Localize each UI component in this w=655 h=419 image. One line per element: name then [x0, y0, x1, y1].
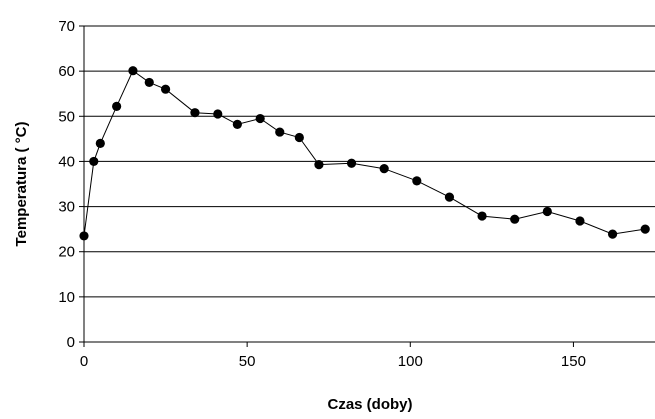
y-tick-label: 30 [58, 199, 75, 216]
data-point [255, 113, 265, 124]
y-tick-label: 10 [58, 289, 75, 306]
data-point [89, 156, 99, 167]
data-point [412, 176, 422, 186]
data-point [112, 101, 122, 111]
data-point [79, 231, 89, 241]
x-axis-title: Czas (doby) [327, 396, 412, 413]
y-tick-label: 60 [58, 63, 75, 80]
y-tick-label: 40 [58, 153, 75, 170]
data-point [542, 206, 552, 217]
data-point [640, 224, 650, 234]
data-point [314, 159, 324, 170]
x-tick-label: 100 [398, 353, 423, 370]
x-tick-label: 150 [561, 353, 586, 370]
y-tick-label: 20 [58, 244, 75, 261]
data-point [477, 211, 487, 221]
data-point [213, 109, 223, 119]
data-point [607, 229, 618, 239]
x-tick-label: 50 [239, 353, 256, 370]
y-tick-label: 50 [58, 108, 75, 125]
x-tick-label: 0 [80, 353, 88, 370]
data-point [444, 192, 455, 202]
data-point [510, 214, 520, 224]
x-tick-labels: 0 50 100 150 [80, 353, 586, 370]
gridlines [84, 25, 655, 298]
axes [79, 25, 655, 347]
series-line [83, 69, 646, 236]
data-point [294, 132, 304, 143]
y-tick-label: 0 [67, 334, 75, 351]
data-point [95, 138, 105, 148]
data-point [275, 127, 285, 137]
data-point [128, 66, 138, 76]
y-tick-label: 70 [58, 18, 75, 35]
y-tick-labels: 0 10 20 30 40 50 60 70 [58, 18, 75, 351]
data-point [160, 84, 171, 94]
data-point [575, 216, 585, 226]
data-point [144, 77, 154, 88]
data-point [346, 158, 357, 168]
series-group [79, 66, 650, 241]
data-point [379, 164, 389, 174]
y-axis-title: Temperatura ( °C) [13, 122, 30, 247]
data-point [190, 108, 200, 118]
data-point [232, 119, 242, 130]
